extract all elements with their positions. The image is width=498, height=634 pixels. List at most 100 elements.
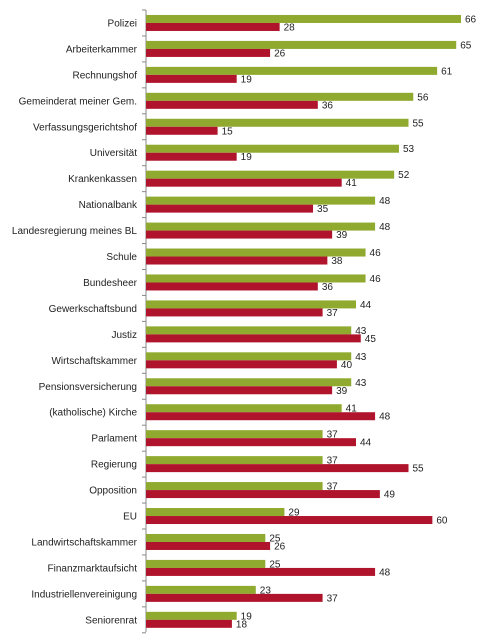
value-label: 66 [465,14,477,25]
value-label: 41 [346,178,358,189]
value-label: 49 [384,490,396,501]
bar-series-1 [146,144,399,153]
value-label: 48 [379,196,391,207]
bar-series-1 [146,66,438,75]
value-label: 44 [360,438,372,449]
category-label: Schule [106,252,137,263]
value-label: 18 [236,619,248,630]
category-label: (katholische) Kirche [49,408,137,419]
value-label: 35 [317,204,329,215]
category-label: Seniorenrat [85,615,137,626]
value-label: 61 [441,66,453,77]
bar-series-1 [146,248,366,257]
value-label: 53 [403,144,415,155]
bar-series-1 [146,118,409,127]
value-label: 37 [327,308,339,319]
bar-series-1 [146,611,237,620]
bar-series-1 [146,352,352,361]
value-label: 55 [413,464,425,475]
bar-series-2 [146,360,337,369]
bar-series-1 [146,378,352,387]
axis-ticks [142,9,146,634]
bar-series-1 [146,559,266,568]
bar-series-1 [146,14,461,23]
bar-series-2 [146,619,232,628]
value-label: 46 [370,274,382,285]
bar-series-1 [146,196,376,205]
category-label: EU [123,512,137,523]
value-label: 40 [341,360,353,371]
bar-series-2 [146,412,376,421]
bar-series-2 [146,256,328,265]
bar-series-1 [146,300,356,309]
bar-series-1 [146,508,285,517]
bar-series-2 [146,152,237,161]
value-label: 25 [269,559,281,570]
value-label: 48 [379,412,391,423]
bar-series-2 [146,178,342,187]
category-label: Finanzmarktaufsicht [48,563,138,574]
value-label: 65 [460,40,472,51]
value-label: 26 [274,48,286,59]
value-label: 19 [241,74,253,85]
value-label: 43 [355,326,367,337]
value-label: 23 [260,585,272,596]
value-label: 37 [327,456,339,467]
category-label: Universität [90,148,137,159]
value-label: 25 [269,533,281,544]
value-label: 37 [327,482,339,493]
category-label: Rechnungshof [73,70,138,81]
value-label: 45 [365,334,377,345]
bar-series-2 [146,516,433,525]
bar-series-2 [146,230,333,239]
bar-series-1 [146,222,376,231]
value-label: 26 [274,541,286,552]
category-label: Krankenkassen [68,174,137,185]
category-label: Gemeinderat meiner Gem. [19,96,137,107]
bar-series-1 [146,482,323,491]
category-label: Landwirtschaftskammer [31,537,137,548]
bar-series-2 [146,334,361,343]
value-label: 46 [370,248,382,259]
bar-series-1 [146,430,323,439]
bar-series-2 [146,464,409,473]
bar-series-2 [146,308,323,317]
value-label: 52 [398,170,410,181]
value-label: 43 [355,352,367,363]
value-label: 60 [436,516,448,527]
bar-series-2 [146,22,280,31]
category-label: Bundesheer [83,278,138,289]
value-labels: 66 28 65 26 61 19 56 36 55 15 53 19 52 41 48 35 48 39 46 38… [222,14,477,630]
category-label: Polizei [108,18,137,29]
bar-series-1 [146,274,366,283]
value-label: 56 [417,92,429,103]
value-label: 29 [288,508,300,519]
bar-series-1 [146,404,342,413]
category-label: Verfassungsgerichtshof [33,122,137,133]
bar-series-2 [146,438,356,447]
bar-series-2 [146,74,237,83]
bar-series-2 [146,386,333,395]
bar-series-2 [146,48,271,57]
value-label: 48 [379,567,391,578]
bar-series-2 [146,593,323,602]
bar-series-2 [146,126,218,135]
category-label: Opposition [89,486,137,497]
category-label: Gewerkschaftsbund [49,304,137,315]
value-label: 41 [346,404,358,415]
value-label: 15 [222,126,234,137]
category-label: Wirtschaftskammer [51,356,137,367]
bar-series-2 [146,100,318,109]
bar-series-2 [146,541,271,550]
value-label: 37 [327,593,339,604]
bar-series-2 [146,567,376,576]
bar-series-1 [146,170,395,179]
value-label: 55 [413,118,425,129]
bar-series-1 [146,456,323,465]
bar-series-1 [146,585,256,594]
bar-series-1 [146,533,266,542]
category-label: Landesregierung meines BL [12,226,138,237]
bar-series-2 [146,490,380,499]
value-label: 36 [322,100,334,111]
